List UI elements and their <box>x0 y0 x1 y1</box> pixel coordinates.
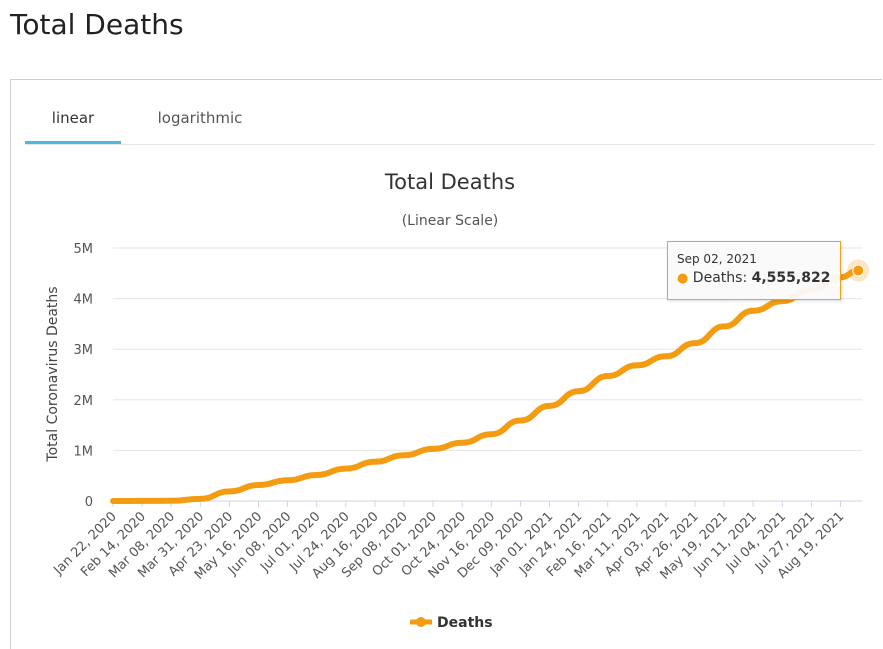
tooltip-date: Sep 02, 2021 <box>677 252 757 266</box>
scale-tabs: linear logarithmic <box>25 98 875 145</box>
y-tick-label: 4M <box>74 293 94 308</box>
tooltip: Sep 02, 2021 ● Deaths: 4,555,822 <box>667 241 841 300</box>
y-tick-label: 5M <box>74 242 94 257</box>
chart-title: Total Deaths <box>384 170 515 194</box>
y-tick-label: 3M <box>74 343 94 358</box>
y-tick-label: 1M <box>74 444 94 459</box>
y-tick-label: 0 <box>85 495 93 510</box>
tooltip-value: 4,555,822 <box>751 270 831 286</box>
tooltip-series-name: Deaths <box>692 270 743 286</box>
legend-marker <box>416 617 426 627</box>
y-axis-label: Total Coronavirus Deaths <box>45 286 61 462</box>
tab-linear[interactable]: linear <box>25 98 121 144</box>
chart-subtitle: (Linear Scale) <box>402 213 499 229</box>
chart-panel: linear logarithmic <box>10 79 882 649</box>
hover-point[interactable] <box>852 264 865 277</box>
legend[interactable]: Deaths <box>410 615 493 631</box>
tooltip-row: ● Deaths: 4,555,822 <box>677 270 831 286</box>
tab-logarithmic[interactable]: logarithmic <box>157 109 243 127</box>
y-tick-label: 2M <box>74 394 94 409</box>
tooltip-series-dot: ● <box>677 271 689 286</box>
legend-label: Deaths <box>437 615 493 631</box>
series-layer <box>110 259 870 504</box>
page-title: Total Deaths <box>10 8 184 41</box>
deaths-series-line[interactable] <box>110 267 862 504</box>
